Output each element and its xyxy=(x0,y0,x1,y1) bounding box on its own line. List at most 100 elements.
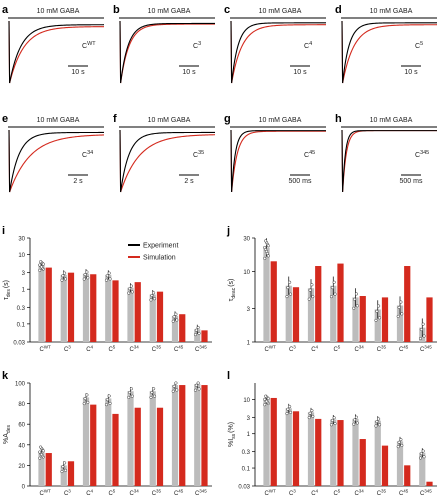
data-point xyxy=(130,394,134,398)
data-point xyxy=(63,461,67,465)
panel-letter: h xyxy=(335,113,342,125)
y-axis-label: %Ades xyxy=(3,425,12,444)
stimulus-label: 10 mM GABA xyxy=(37,117,80,124)
data-point xyxy=(418,336,423,341)
data-point xyxy=(194,383,198,387)
simulation-bar xyxy=(90,274,97,342)
data-point xyxy=(41,262,45,266)
x-tick-label: C5 xyxy=(333,345,340,354)
experiment-bar xyxy=(194,329,201,342)
x-tick-label: C45 xyxy=(399,345,409,354)
data-point xyxy=(196,325,200,330)
scale-label: 10 s xyxy=(182,69,196,76)
data-point xyxy=(263,245,267,250)
simulation-bar xyxy=(381,445,389,486)
y-tick-label: 3 xyxy=(247,307,251,313)
panel-letter: b xyxy=(113,4,120,16)
experiment-bar xyxy=(171,315,179,342)
experiment-bar xyxy=(127,287,134,342)
experiment-bar xyxy=(330,419,337,486)
experiment-bar xyxy=(127,391,134,486)
experiment-bar xyxy=(105,274,112,342)
legend-simulation-label: Simulation xyxy=(143,255,176,262)
data-point xyxy=(83,273,87,277)
data-point xyxy=(152,291,156,295)
simulation-bar xyxy=(292,411,300,486)
simulation-bar xyxy=(381,297,389,342)
simulation-trace xyxy=(341,20,438,84)
data-point xyxy=(285,295,289,299)
simulation-bar xyxy=(270,261,277,342)
data-point xyxy=(285,412,289,416)
experiment-bar xyxy=(38,264,45,342)
experiment-bar xyxy=(149,294,156,342)
data-point xyxy=(149,395,153,399)
trace-panel-e: e 10 mM GABA C34 2 s xyxy=(2,113,105,193)
data-point xyxy=(128,390,132,395)
y-tick-label: 1 xyxy=(247,432,251,438)
y-tick-label: 1 xyxy=(247,341,251,347)
y-tick-label: 0.03 xyxy=(238,485,250,491)
y-tick-label: 0 xyxy=(22,485,26,491)
x-tick-label: C45 xyxy=(174,489,184,498)
experiment-trace xyxy=(8,20,105,84)
trace-panel-h: h 10 mM GABA C345 500 ms xyxy=(335,113,437,193)
data-point xyxy=(85,270,89,274)
data-point xyxy=(172,384,176,388)
y-tick-label: 10 xyxy=(243,398,250,404)
simulation-bar xyxy=(179,314,186,342)
data-point xyxy=(263,403,267,407)
data-point xyxy=(311,295,315,299)
data-point xyxy=(418,456,423,460)
panel-letter: k xyxy=(2,370,9,382)
bar-panel-i: i 0.03 0.1 0.3 1 3 10 30 τdes(s) CWT C3 C4 C5 C34 C35 C… xyxy=(2,225,212,353)
y-axis-label: %Iss(%) xyxy=(228,422,237,447)
data-point xyxy=(397,440,401,444)
data-point xyxy=(264,239,268,243)
data-point xyxy=(104,403,109,407)
stimulus-label: 10 mM GABA xyxy=(259,8,302,15)
data-point xyxy=(421,449,425,453)
x-tick-label: C3 xyxy=(289,489,296,498)
experiment-trace xyxy=(119,129,215,193)
x-tick-label: C4 xyxy=(311,345,318,354)
data-point xyxy=(400,443,404,447)
data-point xyxy=(39,445,43,449)
scale-label: 10 s xyxy=(404,69,418,76)
data-point xyxy=(82,277,86,281)
data-point xyxy=(422,455,426,459)
data-point xyxy=(105,398,109,402)
data-point xyxy=(39,452,44,457)
trace-panel-d: d 10 mM GABA C5 10 s xyxy=(335,4,438,84)
simulation-bar xyxy=(315,418,322,486)
data-point xyxy=(60,278,64,282)
simulation-trace xyxy=(119,20,215,84)
data-point xyxy=(377,417,381,421)
x-tick-label: C3 xyxy=(289,345,296,354)
simulation-bar xyxy=(67,461,75,486)
data-point xyxy=(82,402,86,406)
x-tick-label: C5 xyxy=(108,489,115,498)
y-tick-label: 3 xyxy=(247,416,251,422)
experiment-bar xyxy=(82,397,90,486)
simulation-bar xyxy=(112,413,119,486)
data-point xyxy=(288,280,292,284)
data-point xyxy=(196,381,200,385)
simulation-bar xyxy=(337,263,344,342)
data-point xyxy=(64,277,68,281)
x-tick-label: C45 xyxy=(399,489,409,498)
simulation-bar xyxy=(112,280,119,342)
data-point xyxy=(127,395,131,399)
experiment-bar xyxy=(285,285,292,342)
simulation-bar xyxy=(156,291,164,342)
simulation-trace xyxy=(230,129,326,193)
experiment-bar xyxy=(263,399,270,486)
simulation-trace xyxy=(119,129,216,193)
y-tick-label: 20 xyxy=(18,464,25,470)
data-point xyxy=(150,390,154,395)
data-point xyxy=(174,381,178,385)
data-point xyxy=(375,420,379,424)
bar-panel-k: k 0 20 40 60 80 100 %Ades CWT C3 C4 C5 C34 C35 C45 C345 xyxy=(2,370,212,497)
stimulus-label: 10 mM GABA xyxy=(259,117,302,124)
